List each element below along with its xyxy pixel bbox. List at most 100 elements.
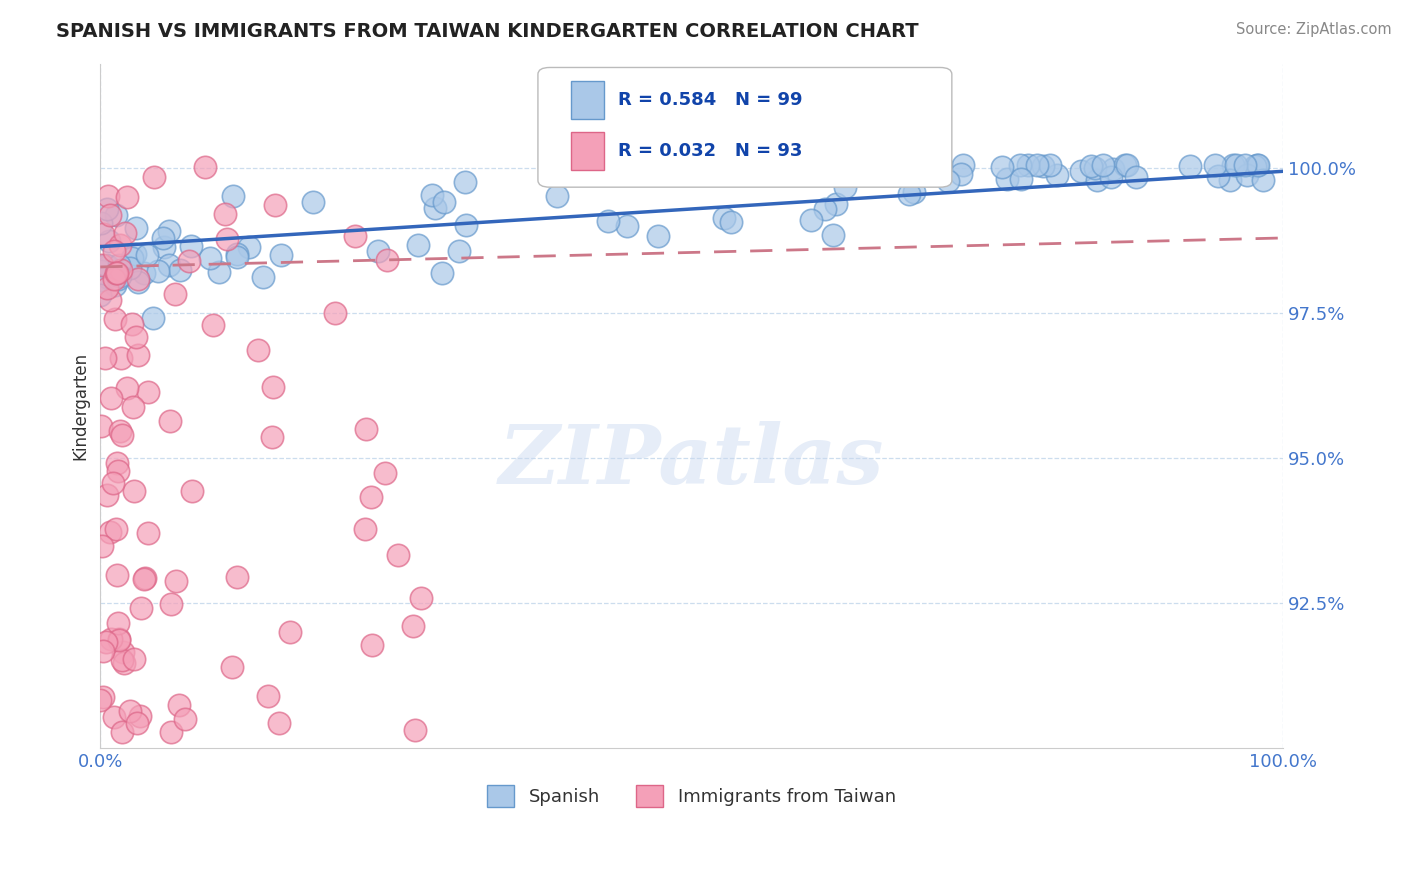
Point (98, 524, 121, 539)
Point (108, 632, 131, 647)
Point (198, 251, 221, 265)
Point (134, 266, 156, 280)
Point (136, 526, 159, 541)
Point (995, 172, 1018, 186)
Point (125, 221, 148, 235)
Point (647, 228, 669, 243)
Point (97, 189, 120, 203)
Point (108, 269, 131, 284)
Point (354, 523, 377, 537)
Point (96, 258, 118, 272)
Point (96, 202, 118, 216)
Point (91, 539, 114, 553)
Point (456, 219, 478, 233)
Text: SPANISH VS IMMIGRANTS FROM TAIWAN KINDERGARTEN CORRELATION CHART: SPANISH VS IMMIGRANTS FROM TAIWAN KINDER… (56, 22, 920, 41)
Point (97, 234, 120, 248)
Point (260, 430, 283, 444)
Point (903, 186, 925, 200)
Text: Source: ZipAtlas.com: Source: ZipAtlas.com (1236, 22, 1392, 37)
Point (96, 635, 118, 649)
Point (454, 175, 477, 189)
Point (354, 422, 377, 436)
Point (1008, 159, 1031, 173)
Point (157, 258, 180, 272)
Point (124, 247, 146, 261)
Point (367, 244, 389, 258)
Point (90, 418, 112, 433)
Point (1251, 173, 1274, 187)
Point (131, 600, 153, 615)
Point (1236, 168, 1258, 182)
Point (105, 208, 128, 222)
Point (238, 240, 260, 254)
Point (720, 214, 742, 228)
Point (598, 214, 620, 228)
Text: R = 0.584   N = 99: R = 0.584 N = 99 (619, 91, 803, 109)
Point (1091, 159, 1114, 173)
Point (1032, 160, 1054, 174)
Point (115, 189, 138, 203)
Point (361, 638, 384, 652)
Point (325, 306, 347, 320)
Point (103, 244, 125, 259)
Point (952, 159, 974, 173)
Point (108, 258, 131, 272)
Point (402, 619, 425, 633)
Point (132, 572, 155, 586)
Point (152, 231, 174, 245)
FancyBboxPatch shape (571, 81, 605, 119)
Point (127, 275, 149, 289)
Point (374, 467, 396, 481)
Point (125, 716, 148, 731)
Point (91, 273, 114, 287)
Point (105, 266, 128, 280)
Point (852, 159, 875, 173)
Point (91, 258, 114, 272)
Point (1115, 159, 1137, 173)
Point (112, 656, 135, 670)
Y-axis label: Kindergarten: Kindergarten (72, 352, 89, 460)
Point (713, 211, 735, 226)
Point (226, 250, 249, 264)
Point (124, 329, 146, 343)
Point (1234, 159, 1257, 173)
Point (936, 174, 959, 188)
Point (111, 428, 134, 442)
Point (111, 653, 134, 667)
Point (107, 457, 129, 471)
Point (159, 224, 181, 238)
Point (447, 244, 470, 259)
Point (122, 483, 145, 498)
Point (98, 208, 121, 222)
Point (110, 351, 132, 366)
Point (1125, 169, 1147, 184)
Point (93, 351, 115, 366)
Point (165, 574, 187, 588)
Point (800, 213, 823, 227)
Point (91, 227, 114, 241)
Point (107, 616, 129, 631)
Point (344, 228, 367, 243)
Point (105, 266, 128, 280)
Point (107, 632, 129, 647)
Point (950, 167, 973, 181)
FancyBboxPatch shape (571, 132, 605, 170)
Point (100, 293, 122, 307)
Point (1244, 159, 1267, 173)
Point (814, 202, 837, 216)
Point (360, 490, 382, 504)
Point (387, 548, 409, 562)
Point (169, 262, 191, 277)
Point (103, 272, 125, 286)
Point (217, 232, 239, 246)
Point (91, 690, 114, 704)
Point (430, 266, 453, 280)
Point (404, 723, 426, 738)
Point (991, 160, 1014, 174)
Point (96, 280, 118, 294)
Point (1204, 159, 1226, 173)
Point (112, 645, 135, 659)
Point (143, 169, 166, 184)
Point (160, 725, 183, 739)
Point (134, 571, 156, 585)
